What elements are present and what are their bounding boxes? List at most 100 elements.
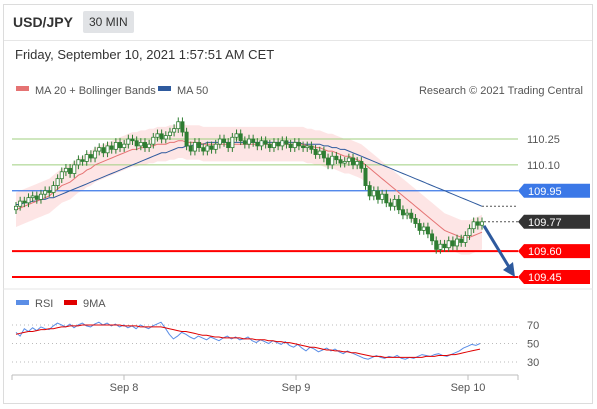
candle [163,131,168,144]
candle [280,136,285,151]
candle [296,138,301,151]
candle [313,145,318,159]
candle [222,134,227,147]
candle [396,195,401,215]
candle [338,155,343,168]
candle [475,217,480,230]
rsi-tick-label: 30 [527,357,539,369]
candle [138,138,143,151]
candle [351,153,356,170]
candle [309,141,314,154]
candle [234,129,239,142]
candle [197,138,202,152]
candle [292,138,297,152]
symbol-label: USD/JPY [13,14,73,30]
candle [301,141,306,152]
candle [284,136,289,149]
ma20-legend-swatch [16,86,29,91]
candle [172,124,177,137]
candle [226,138,231,152]
support-level-tag [518,244,590,259]
support-level-tag [518,270,590,284]
candle [97,143,102,156]
support-level-label: 109.45 [528,272,562,284]
candle [13,201,18,215]
candle [34,191,39,204]
candle [450,236,455,251]
candle [430,229,435,246]
x-tick-label: Sep 9 [282,382,311,394]
candle [18,196,23,211]
candle [363,164,368,190]
candle [359,157,364,173]
candle [326,153,331,170]
candle [276,138,281,151]
candle [355,157,360,170]
ma50-legend-label: MA 50 [177,85,208,97]
candle [288,139,293,152]
chart-header: USD/JPY 30 MIN [4,5,592,41]
candle [22,196,27,208]
candle [118,138,123,152]
timeframe-badge[interactable]: 30 MIN [83,11,134,33]
candle [126,134,131,149]
candle [380,189,385,204]
candle [217,134,222,149]
candle [459,234,464,247]
candle [400,205,405,220]
candle [438,239,443,254]
candle [259,136,264,151]
candle [479,217,484,230]
resistance-level-label: 110.10 [527,160,560,172]
candle [467,224,472,240]
candle [192,138,197,156]
candle [230,132,235,152]
candle [342,157,347,168]
candle [213,139,218,154]
candle [159,129,164,144]
candle [47,186,52,197]
candle [68,164,73,178]
candle [455,234,460,251]
candle [113,138,118,154]
candle [180,117,185,137]
credit-text: Research © 2021 Trading Central [419,85,583,97]
candle [88,150,93,163]
candle [26,193,31,208]
candle [263,136,268,149]
rsi-legend-swatch [16,300,29,305]
candle [101,143,106,158]
rsi-tick-label: 50 [527,339,539,351]
candle [392,195,397,211]
rsi-line [15,321,481,360]
candle [167,127,172,140]
pivot-level-tag [518,183,590,198]
candle [305,141,310,152]
candle [405,208,410,220]
forecast-arrow-shaft [482,225,511,268]
candle [84,150,89,166]
candle [421,222,426,235]
candle [463,231,468,247]
candle [93,146,98,163]
candle [388,198,393,211]
candle [72,160,77,178]
candle [209,141,214,154]
candle [242,136,247,149]
candle [367,181,372,201]
candle [134,136,139,151]
candle [142,138,147,152]
current-price-tag [518,214,590,229]
candle [130,134,135,146]
x-tick-label: Sep 10 [451,382,486,394]
candle [122,139,127,152]
candle [43,186,48,199]
resistance-level-label: 110.25 [527,134,560,146]
forecast-arrow-head [503,262,515,277]
candle [413,214,418,228]
candle [417,219,422,235]
candle [201,143,206,156]
candle [375,186,380,204]
chart-panel: USD/JPY 30 MIN Friday, September 10, 202… [3,4,593,404]
